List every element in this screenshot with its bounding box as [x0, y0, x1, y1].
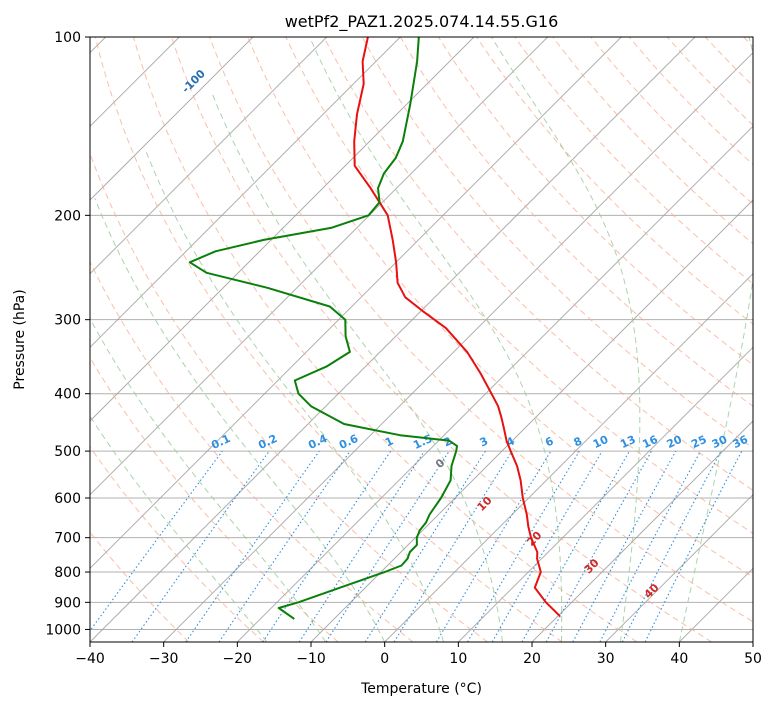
- mixing-ratio-label: 30: [710, 433, 730, 451]
- x-axis-title: Temperature (°C): [360, 681, 482, 697]
- dewpoint-profile: [188, 37, 458, 620]
- dry-adiabat-90: [361, 37, 753, 449]
- temperature-profile: [353, 37, 561, 617]
- y-tick-label: 400: [54, 387, 81, 403]
- y-tick-label: 200: [54, 208, 81, 224]
- mixing-ratio-label: 13: [618, 433, 637, 451]
- y-tick-label: 1000: [45, 622, 81, 638]
- dry-adiabat-120: [476, 37, 753, 325]
- dry-adiabat-0: [90, 260, 414, 642]
- y-tick-label: 800: [54, 565, 81, 581]
- dry-adiabat-20: [94, 37, 563, 642]
- mixing-ratio-line-8: [467, 450, 580, 642]
- x-tick-label: 20: [523, 651, 541, 667]
- mixing-ratio-label: 20: [665, 433, 685, 451]
- dry-adiabat-160: [628, 37, 753, 166]
- mixing-ratio-line-6: [435, 450, 552, 642]
- moist-adiabat-40: [678, 37, 753, 642]
- y-tick-label: 100: [54, 30, 81, 46]
- isotherm--100: [90, 37, 254, 201]
- y-tick-label: 700: [54, 531, 81, 547]
- isotherm-30: [605, 493, 753, 642]
- mixing-ratio-line-3: [364, 450, 486, 642]
- moist-adiabat-16: [211, 91, 503, 642]
- x-tick-label: 10: [449, 651, 467, 667]
- isotherm--60: [90, 37, 549, 496]
- isotherm--70: [90, 37, 475, 422]
- x-tick-label: 50: [744, 651, 762, 667]
- x-tick-label: −20: [223, 651, 253, 667]
- isotherm--90: [90, 37, 328, 275]
- x-tick-label: −40: [75, 651, 105, 667]
- chart-title: wetPf2_PAZ1.2025.074.14.55.G16: [285, 12, 559, 32]
- mixing-ratio-label: 36: [731, 433, 751, 451]
- isotherm--80: [90, 37, 401, 349]
- dry-adiabat--20: [90, 446, 264, 642]
- isotherm--20: [236, 125, 753, 642]
- dry-adiabat-130: [514, 37, 753, 285]
- isotherm--50: [90, 37, 622, 570]
- dry-adiabat-60: [247, 37, 753, 578]
- dry-adiabat-30: [132, 37, 638, 642]
- mixing-ratio-line-0.4: [185, 450, 320, 642]
- y-tick-label: 600: [54, 491, 81, 507]
- moist-adiabat-24: [309, 37, 563, 642]
- x-tick-label: 40: [670, 651, 688, 667]
- mixing-ratio-label: 10: [591, 433, 611, 451]
- dry-adiabat-80: [323, 37, 753, 491]
- moist-adiabat--8: [90, 317, 327, 642]
- moist-adiabat--16: [90, 415, 268, 642]
- dry-adiabat-50: [209, 37, 753, 623]
- mixing-ratio-line-10: [491, 450, 603, 642]
- y-tick-label: 900: [54, 595, 81, 611]
- mixing-ratio-line-2: [325, 450, 450, 642]
- mixing-ratio-label: 25: [689, 433, 708, 451]
- x-tick-label: −10: [296, 651, 326, 667]
- mixing-ratio-line-0.6: [218, 450, 351, 642]
- isotherm--40: [90, 37, 696, 642]
- mixing-ratio-label: 16: [640, 433, 660, 451]
- mixing-ratio-line-20: [572, 450, 677, 642]
- dry-adiabat-100: [399, 37, 753, 407]
- y-axis-title: Pressure (hPa): [12, 289, 28, 389]
- axes-layer: −40 −30 −20 −10 0 10 20 30 40 50 100 200 300 400 500 60…: [45, 30, 762, 667]
- isotherm--30: [163, 51, 753, 642]
- axes-frame: [89, 36, 754, 643]
- mixing-ratio-line-13: [521, 450, 630, 642]
- y-tick-label: 500: [54, 444, 81, 460]
- mixing-ratio-line-16: [545, 450, 653, 642]
- y-tick-label: 300: [54, 313, 81, 329]
- isotherm-0: [384, 272, 753, 642]
- mixing-ratio-line-0.2: [131, 450, 270, 642]
- moist-adiabat-0: [94, 198, 386, 642]
- x-tick-label: 0: [380, 651, 389, 667]
- plot-area: 0.1 0.2 0.4 0.6 1 1.5 2 3 4 6 8 10 13 16 20 25 30 36-1000…: [90, 37, 753, 642]
- moist-adiabat-8: [145, 150, 445, 642]
- x-tick-label: 30: [597, 651, 615, 667]
- mixing-ratio-line-4: [393, 450, 513, 642]
- moist-adiabat-32: [491, 37, 641, 642]
- mixing-ratio-line-0.1: [90, 450, 223, 632]
- x-tick-label: −30: [149, 651, 179, 667]
